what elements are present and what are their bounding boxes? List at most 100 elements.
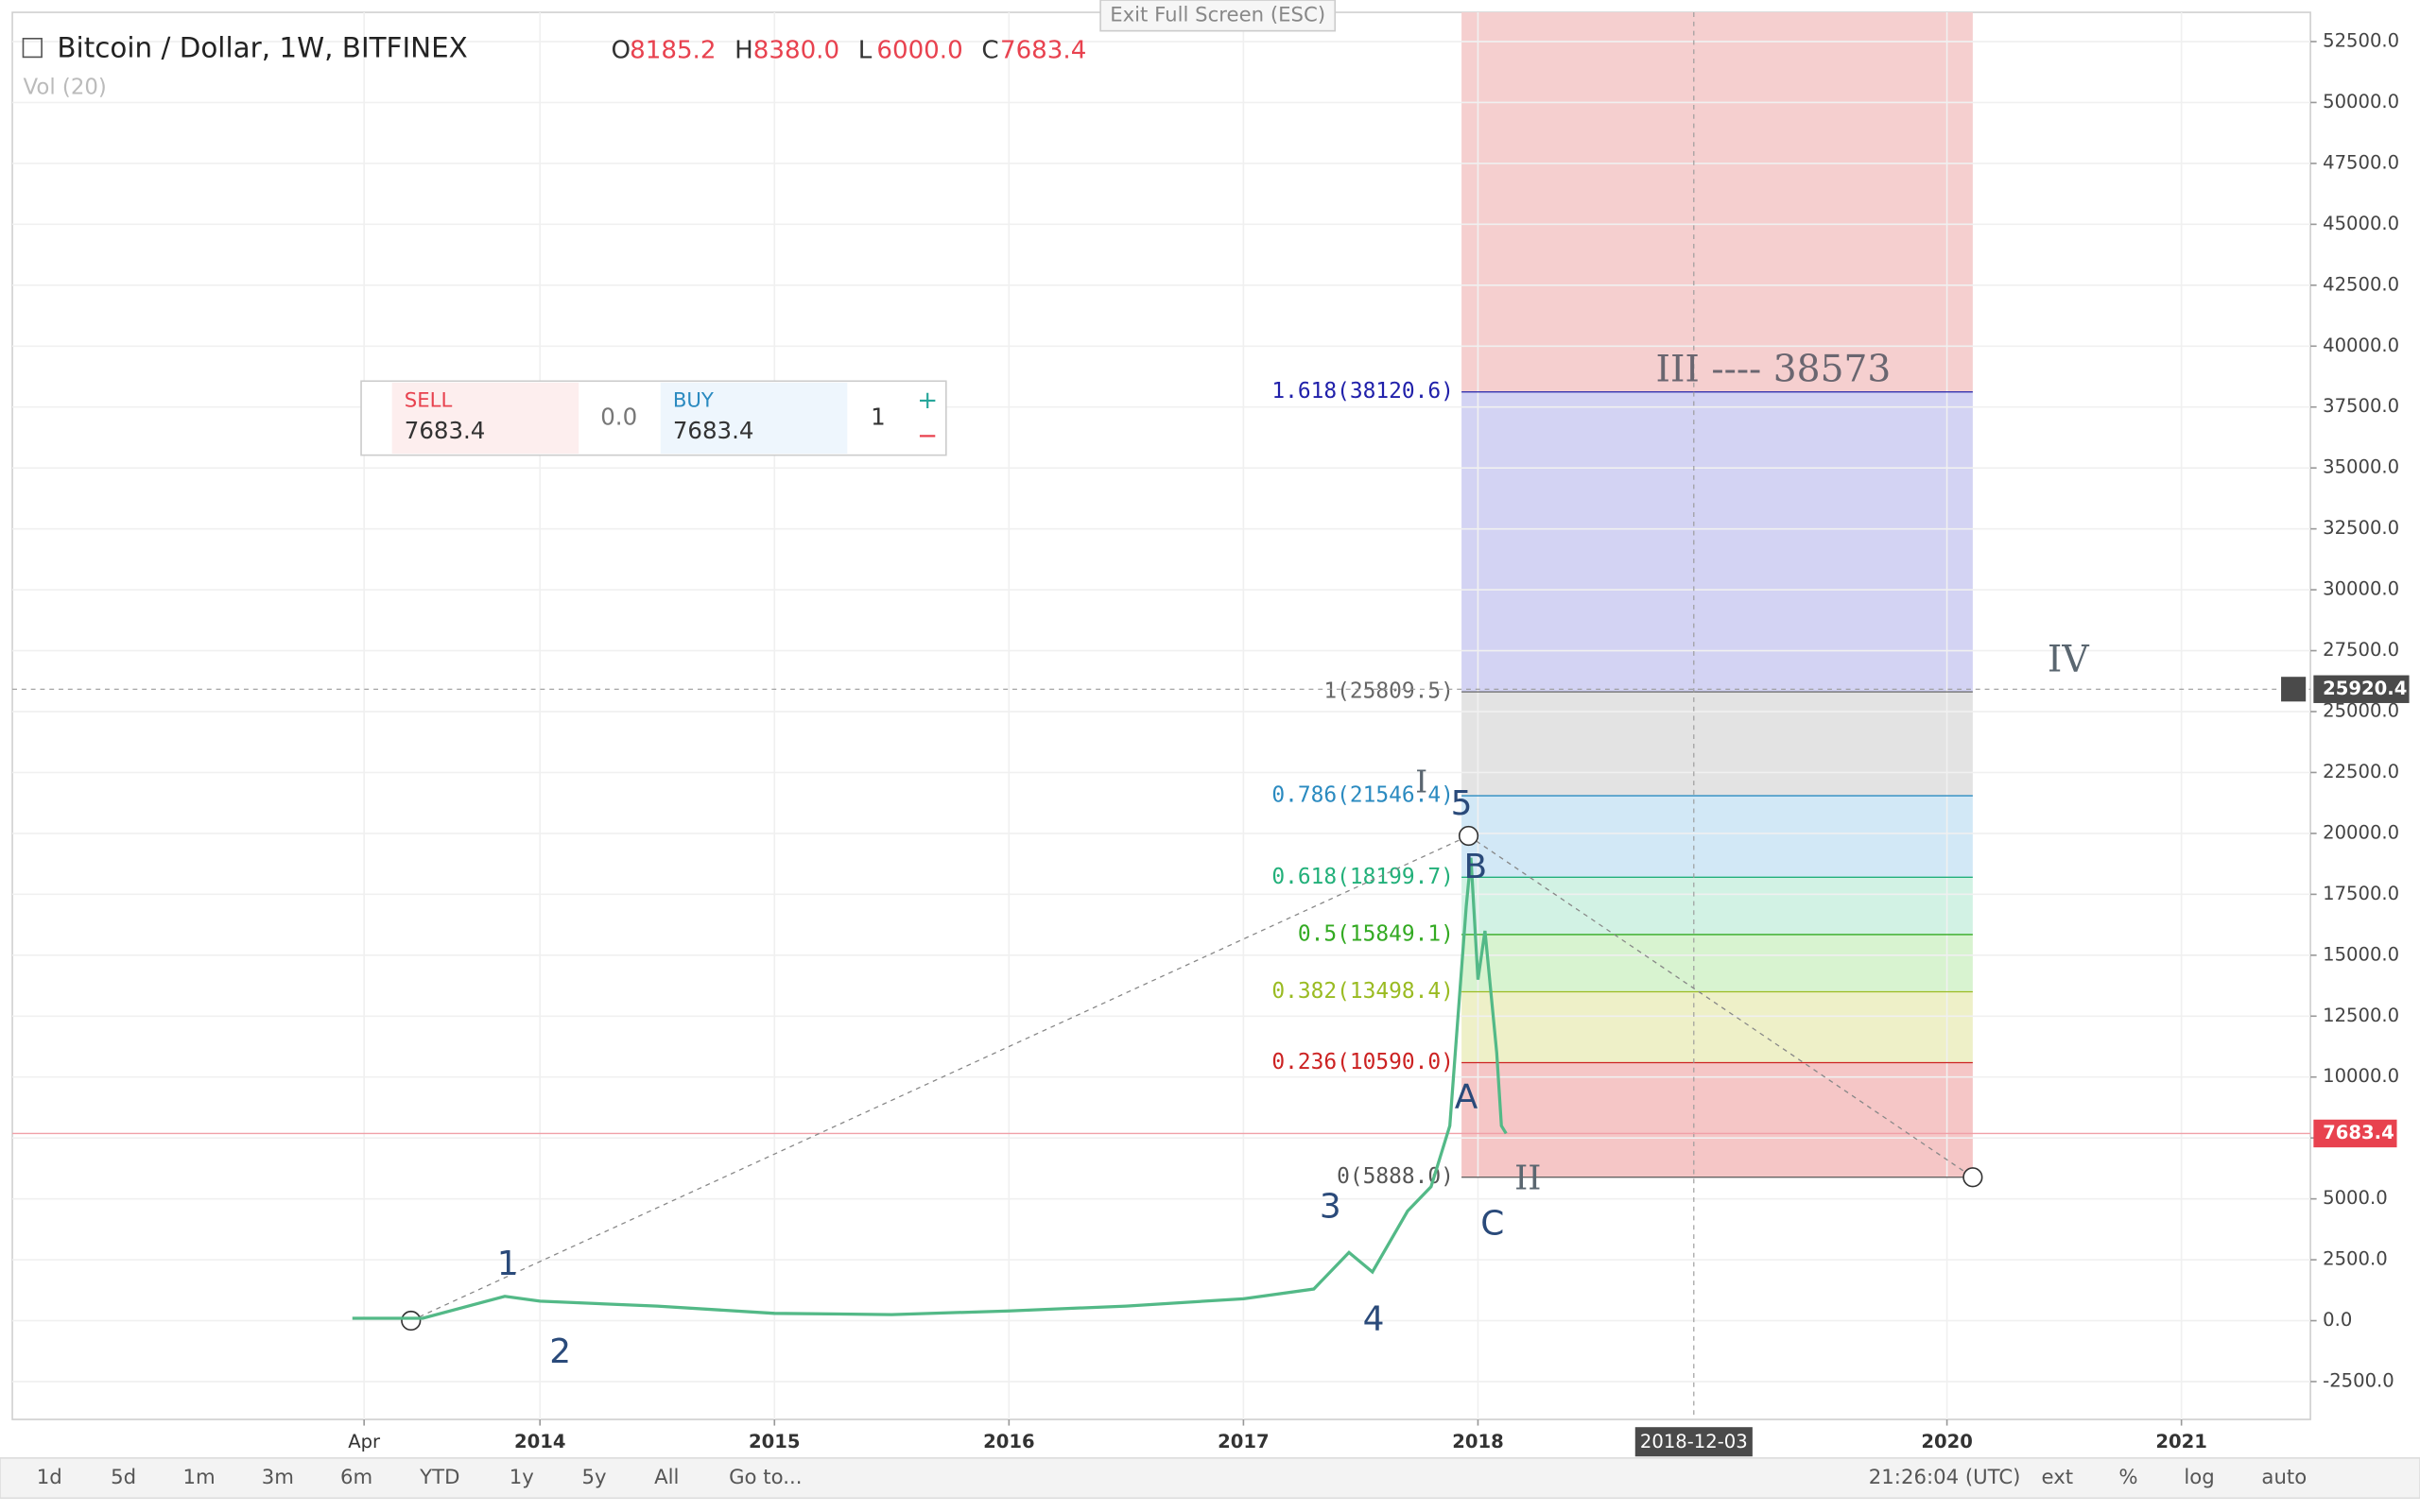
y-tick-label: 15000.0	[2323, 943, 2399, 965]
y-tick-label: 22500.0	[2323, 761, 2399, 782]
x-tick-label: 2021	[2155, 1431, 2207, 1452]
y-tick-label: 27500.0	[2323, 639, 2399, 661]
y-tick-label: 45000.0	[2323, 213, 2399, 234]
fib-band	[1461, 12, 1973, 392]
ohlc-value: 6000.0	[876, 36, 962, 64]
y-tick-label: 10000.0	[2323, 1065, 2399, 1087]
wave-label: 3	[1320, 1187, 1341, 1226]
minus-button[interactable]: −	[917, 422, 938, 451]
crosshair-price: 25920.4	[2323, 678, 2407, 699]
wave-label: IV	[2048, 638, 2089, 680]
wave-label: 1	[497, 1245, 519, 1283]
y-tick-label: 42500.0	[2323, 273, 2399, 295]
ohlc-key: H	[735, 36, 753, 64]
fib-label: 0.382(13498.4)	[1271, 979, 1454, 1004]
last-price-label: 7683.4	[2323, 1122, 2394, 1143]
wave-label: I	[1415, 764, 1427, 799]
buy-price: 7683.4	[673, 417, 754, 444]
fib-band	[1461, 991, 1973, 1063]
volume-label: Vol (20)	[23, 76, 106, 100]
fib-band	[1461, 877, 1973, 935]
wave-label: B	[1463, 848, 1487, 886]
ohlc-key: L	[858, 36, 873, 64]
fib-label: 0.786(21546.4)	[1271, 783, 1454, 808]
y-tick-label: 2500.0	[2323, 1248, 2388, 1270]
range-button[interactable]: 5y	[582, 1466, 607, 1489]
sell-box[interactable]	[391, 382, 579, 454]
range-button[interactable]: 3m	[262, 1466, 294, 1489]
plus-button[interactable]: +	[917, 387, 938, 415]
trend-point	[1962, 1167, 1983, 1188]
x-tick-label: 2017	[1218, 1431, 1270, 1452]
y-tick-label: 25000.0	[2323, 700, 2399, 722]
sell-price: 7683.4	[405, 417, 486, 444]
range-button[interactable]: 1y	[510, 1466, 534, 1489]
exit-box[interactable]	[1099, 0, 1337, 32]
range-button[interactable]: 5d	[111, 1466, 136, 1489]
sell-label: SELL	[405, 388, 453, 412]
crosshair-price-box	[2313, 675, 2410, 703]
x-tick-label: 2016	[983, 1431, 1035, 1452]
collapse-icon[interactable]	[22, 38, 43, 59]
range-button[interactable]: 1d	[37, 1466, 62, 1489]
ohlc-key: O	[612, 36, 631, 64]
price-line	[352, 857, 1508, 1320]
crosshair-date: 2018-12-03	[1640, 1431, 1748, 1452]
x-tick-label: 2014	[514, 1431, 566, 1452]
fib-label: 0.618(18199.7)	[1271, 865, 1454, 889]
ohlc-value: 8380.0	[753, 36, 839, 64]
y-tick-label: 20000.0	[2323, 821, 2399, 843]
fib-band	[1461, 692, 1973, 797]
fib-band	[1461, 934, 1973, 992]
option-button[interactable]: auto	[2261, 1466, 2307, 1489]
y-tick-label: 47500.0	[2323, 151, 2399, 173]
y-tick-label: 30000.0	[2323, 578, 2399, 600]
option-button[interactable]: ext	[2042, 1466, 2074, 1489]
fib-label: 0.236(10590.0)	[1271, 1050, 1454, 1074]
buy-box[interactable]	[660, 382, 848, 454]
ohlc-value: 8185.2	[630, 36, 716, 64]
bottom-toolbar	[0, 1457, 2420, 1500]
wave-label: 5	[1451, 784, 1473, 823]
wave-label: C	[1480, 1204, 1504, 1243]
y-tick-label: 32500.0	[2323, 517, 2399, 539]
option-button[interactable]: %	[2118, 1466, 2137, 1489]
x-tick-label: 2018	[1452, 1431, 1504, 1452]
wave-label: II	[1514, 1159, 1541, 1197]
range-button[interactable]: Go to...	[729, 1466, 802, 1489]
range-button[interactable]: 1m	[183, 1466, 216, 1489]
range-button[interactable]: 6m	[340, 1466, 372, 1489]
wave-label: 2	[549, 1332, 571, 1371]
range-button[interactable]: All	[654, 1466, 679, 1489]
fib-label: 1(25809.5)	[1323, 679, 1454, 704]
y-tick-label: 5000.0	[2323, 1187, 2388, 1209]
buy-label: BUY	[673, 388, 714, 412]
y-tick-label: 52500.0	[2323, 29, 2399, 51]
exit-label[interactable]: Exit Full Screen (ESC)	[1110, 3, 1325, 26]
y-tick-label: 37500.0	[2323, 395, 2399, 417]
background-layer	[12, 12, 2311, 1420]
range-button[interactable]: YTD	[419, 1466, 459, 1489]
x-tick-label: 2015	[749, 1431, 801, 1452]
clock: 21:26:04 (UTC)	[1869, 1466, 2021, 1489]
y-tick-label: 0.0	[2323, 1309, 2352, 1331]
fib-band	[1461, 1062, 1973, 1177]
x-tick-label: 2020	[1921, 1431, 1972, 1452]
trend-point	[401, 1310, 422, 1332]
x-tick-label: Apr	[348, 1431, 381, 1452]
fib-label: 0.5(15849.1)	[1298, 921, 1454, 946]
wave-label: A	[1455, 1077, 1478, 1116]
fib-band	[1461, 796, 1973, 878]
ohlc-value: 7683.4	[1000, 36, 1086, 64]
y-tick-label: 35000.0	[2323, 456, 2399, 478]
trend-point	[1458, 825, 1479, 847]
option-button[interactable]: log	[2184, 1466, 2214, 1489]
wave-label: III ---- 38573	[1655, 348, 1891, 390]
symbol-title: Bitcoin / Dollar, 1W, BITFINEX	[57, 32, 467, 64]
fib-label: 1.618(38120.6)	[1271, 379, 1454, 404]
crosshair-plus	[2281, 677, 2307, 702]
y-tick-label: -2500.0	[2323, 1370, 2394, 1392]
